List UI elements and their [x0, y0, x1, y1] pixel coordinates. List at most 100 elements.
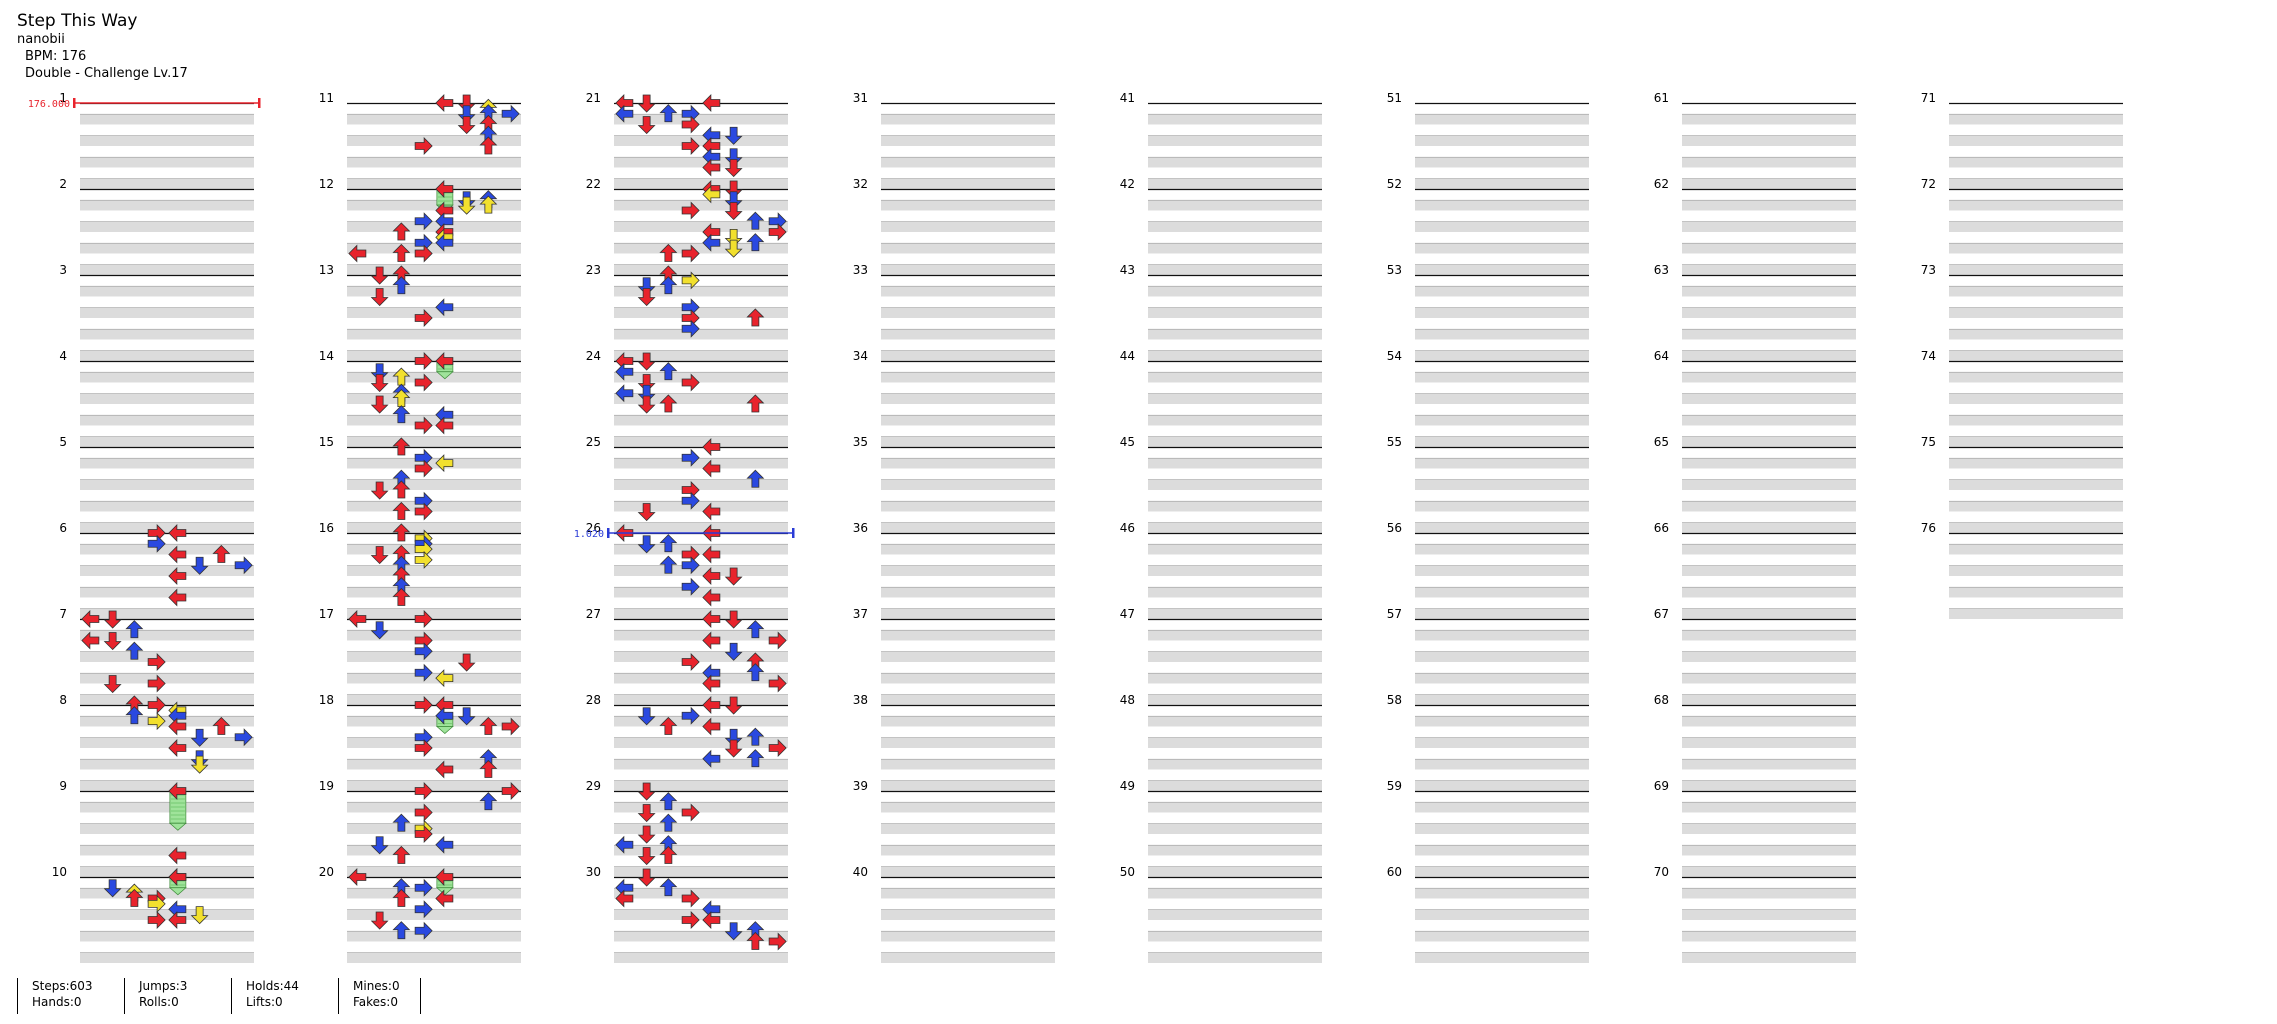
measure-26: 26 [586, 521, 788, 619]
measure-number: 33 [853, 263, 868, 277]
beat-stripe [1949, 156, 2123, 168]
beat-stripe [1949, 608, 2123, 619]
beat-stripe [1415, 715, 1589, 727]
beat-stripe [1949, 565, 2123, 576]
beat-stripe [1415, 221, 1589, 232]
speed-change-marker-label: 1.020 [574, 529, 604, 540]
beat-stripe [1682, 694, 1856, 705]
step-arrow [435, 707, 454, 734]
beat-stripe [1148, 285, 1322, 297]
measure-number: 23 [586, 263, 601, 277]
measure-70: 70 [1654, 865, 1856, 963]
beat-stripe [614, 823, 788, 834]
beat-stripe [80, 629, 254, 641]
beat-stripe [1949, 328, 2123, 340]
beat-stripe [80, 930, 254, 942]
measure-54: 54 [1387, 349, 1589, 447]
beat-stripe [80, 672, 254, 684]
beat-stripe [1415, 608, 1589, 619]
measure-number: 72 [1921, 177, 1936, 191]
beat-stripe [614, 457, 788, 469]
beat-stripe [1949, 436, 2123, 447]
measure-number: 36 [853, 521, 868, 535]
measure-number: 22 [586, 177, 601, 191]
measure-number: 66 [1654, 521, 1669, 535]
beat-stripe [1682, 285, 1856, 297]
stat-rolls: Rolls:0 [139, 995, 179, 1009]
beat-stripe [1682, 608, 1856, 619]
beat-stripe [1682, 371, 1856, 383]
measure-number: 70 [1654, 865, 1669, 879]
arrow-head [615, 94, 634, 112]
measure-65: 65 [1654, 435, 1856, 533]
beat-stripe [614, 199, 788, 211]
beat-stripe [80, 414, 254, 426]
measure-number: 17 [319, 607, 334, 621]
measure-60: 60 [1387, 865, 1589, 963]
measure-number: 13 [319, 263, 334, 277]
measure-number: 34 [853, 349, 868, 363]
beat-stripe [1148, 156, 1322, 168]
beat-stripe [1682, 887, 1856, 899]
beat-stripe [80, 479, 254, 490]
measure-number: 71 [1921, 91, 1936, 105]
beat-stripe [881, 242, 1055, 254]
measure-number: 60 [1387, 865, 1402, 879]
beat-stripe [347, 952, 521, 963]
beat-stripe [1949, 113, 2123, 125]
measure-23: 23 [586, 263, 788, 361]
beat-stripe [347, 844, 521, 856]
beat-stripe [347, 780, 521, 791]
beat-stripe [1148, 436, 1322, 447]
beat-stripe [80, 178, 254, 189]
beat-stripe [881, 565, 1055, 576]
beat-stripe [614, 586, 788, 598]
beat-stripe [347, 543, 521, 555]
measure-42: 42 [1120, 177, 1322, 275]
beat-stripe [1682, 350, 1856, 361]
measure-number: 10 [52, 865, 67, 879]
beat-stripe [1682, 543, 1856, 555]
beat-stripe [1949, 199, 2123, 211]
beat-stripe [1682, 952, 1856, 963]
beat-stripe [80, 135, 254, 146]
beat-stripe [1415, 651, 1589, 662]
beat-stripe [881, 543, 1055, 555]
beat-stripe [347, 156, 521, 168]
measure-15: 15 [319, 435, 521, 533]
measure-number: 52 [1387, 177, 1402, 191]
beat-stripe [80, 586, 254, 598]
measure-17: 17 [319, 607, 521, 705]
beat-stripe [1415, 479, 1589, 490]
measure-35: 35 [853, 435, 1055, 533]
beat-stripe [1148, 543, 1322, 555]
stats-steps-group: Steps:603 Hands:0 [17, 978, 124, 1014]
measure-number: 45 [1120, 435, 1135, 449]
beat-stripe [1148, 178, 1322, 189]
beat-stripe [347, 801, 521, 813]
beat-stripe [1682, 135, 1856, 146]
beat-stripe [614, 672, 788, 684]
measure-number: 63 [1654, 263, 1669, 277]
beat-stripe [881, 328, 1055, 340]
step-arrow [435, 454, 454, 472]
measure-number: 15 [319, 435, 334, 449]
beat-stripe [80, 565, 254, 576]
measure-number: 40 [853, 865, 868, 879]
beat-stripe [347, 737, 521, 748]
beat-stripe [881, 801, 1055, 813]
beat-stripe [1949, 586, 2123, 598]
beat-stripe [347, 113, 521, 125]
beat-stripe [1415, 737, 1589, 748]
beat-stripe [1415, 436, 1589, 447]
beat-stripe [347, 479, 521, 490]
beat-stripe [1949, 242, 2123, 254]
beat-stripe [1415, 586, 1589, 598]
measure-69: 69 [1654, 779, 1856, 877]
measure-48: 48 [1120, 693, 1322, 791]
beat-stripe [614, 414, 788, 426]
beat-stripe [1148, 221, 1322, 232]
beat-stripe [347, 393, 521, 404]
beat-stripe [614, 242, 788, 254]
